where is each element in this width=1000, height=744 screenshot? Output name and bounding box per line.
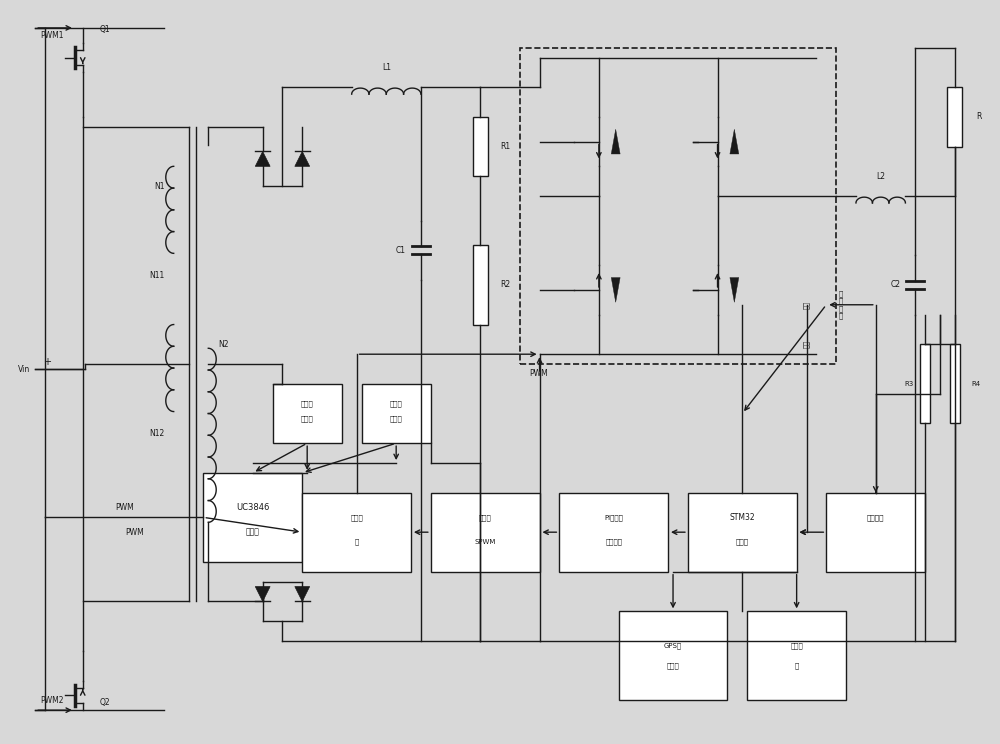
Text: PWM1: PWM1 xyxy=(40,31,64,40)
Bar xyxy=(559,493,668,571)
Text: 控制器: 控制器 xyxy=(736,539,749,545)
Bar xyxy=(273,384,342,443)
Text: Q2: Q2 xyxy=(100,698,110,707)
Text: L1: L1 xyxy=(382,63,391,72)
Text: 程序处理: 程序处理 xyxy=(605,539,622,545)
Text: L2: L2 xyxy=(876,172,885,181)
Polygon shape xyxy=(255,586,270,601)
Text: 路: 路 xyxy=(354,539,359,545)
Text: 压采样: 压采样 xyxy=(390,415,403,422)
Text: C2: C2 xyxy=(890,280,900,289)
Text: Q1: Q1 xyxy=(100,25,110,34)
Text: R: R xyxy=(977,112,982,121)
Text: PWM: PWM xyxy=(125,527,144,536)
Text: SPWM: SPWM xyxy=(474,539,496,545)
Text: C1: C1 xyxy=(396,246,406,255)
Bar xyxy=(826,493,925,571)
Polygon shape xyxy=(295,586,310,601)
Bar xyxy=(920,344,930,423)
Text: GPS同: GPS同 xyxy=(664,643,682,650)
Text: 电压采样: 电压采样 xyxy=(867,514,884,521)
Text: 电感电: 电感电 xyxy=(301,400,314,407)
Bar xyxy=(619,612,727,700)
Text: PWM: PWM xyxy=(115,503,134,512)
Text: 驱动电: 驱动电 xyxy=(350,514,363,521)
Bar xyxy=(362,384,431,443)
Text: PI控制器: PI控制器 xyxy=(604,514,623,521)
Text: PWM2: PWM2 xyxy=(40,696,64,705)
Text: N2: N2 xyxy=(218,340,229,349)
Bar xyxy=(431,493,540,571)
Text: STM32: STM32 xyxy=(729,513,755,522)
Bar xyxy=(520,48,836,364)
Polygon shape xyxy=(730,129,739,154)
Text: 步控制: 步控制 xyxy=(667,662,679,669)
Text: 基准: 基准 xyxy=(803,301,810,309)
Bar xyxy=(203,473,302,562)
Text: 电
感
电
压: 电 感 电 压 xyxy=(839,290,843,319)
Text: N11: N11 xyxy=(149,271,164,280)
Text: PWM: PWM xyxy=(530,370,548,379)
Text: R1: R1 xyxy=(500,142,510,151)
Bar xyxy=(473,117,488,176)
Bar xyxy=(473,246,488,324)
Polygon shape xyxy=(295,152,310,167)
Text: N12: N12 xyxy=(149,429,164,437)
Polygon shape xyxy=(611,278,620,302)
Text: 控制器: 控制器 xyxy=(246,527,260,536)
Bar xyxy=(302,493,411,571)
Bar xyxy=(688,493,797,571)
Text: N1: N1 xyxy=(154,182,164,190)
Polygon shape xyxy=(730,278,739,302)
Text: 电压: 电压 xyxy=(803,340,810,348)
Text: 控: 控 xyxy=(795,662,799,669)
Text: R2: R2 xyxy=(500,280,510,289)
Bar xyxy=(950,344,960,423)
Text: UC3846: UC3846 xyxy=(236,503,269,512)
Text: R4: R4 xyxy=(972,381,981,387)
Polygon shape xyxy=(255,152,270,167)
Text: R3: R3 xyxy=(904,381,913,387)
Bar xyxy=(747,612,846,700)
Text: 输出电: 输出电 xyxy=(390,400,403,407)
Polygon shape xyxy=(611,129,620,154)
Text: +: + xyxy=(43,357,51,367)
Bar xyxy=(947,87,962,147)
Text: 红外遥: 红外遥 xyxy=(790,643,803,650)
Text: Vin: Vin xyxy=(18,365,30,373)
Text: 流采样: 流采样 xyxy=(301,415,314,422)
Text: 双极性: 双极性 xyxy=(479,514,492,521)
